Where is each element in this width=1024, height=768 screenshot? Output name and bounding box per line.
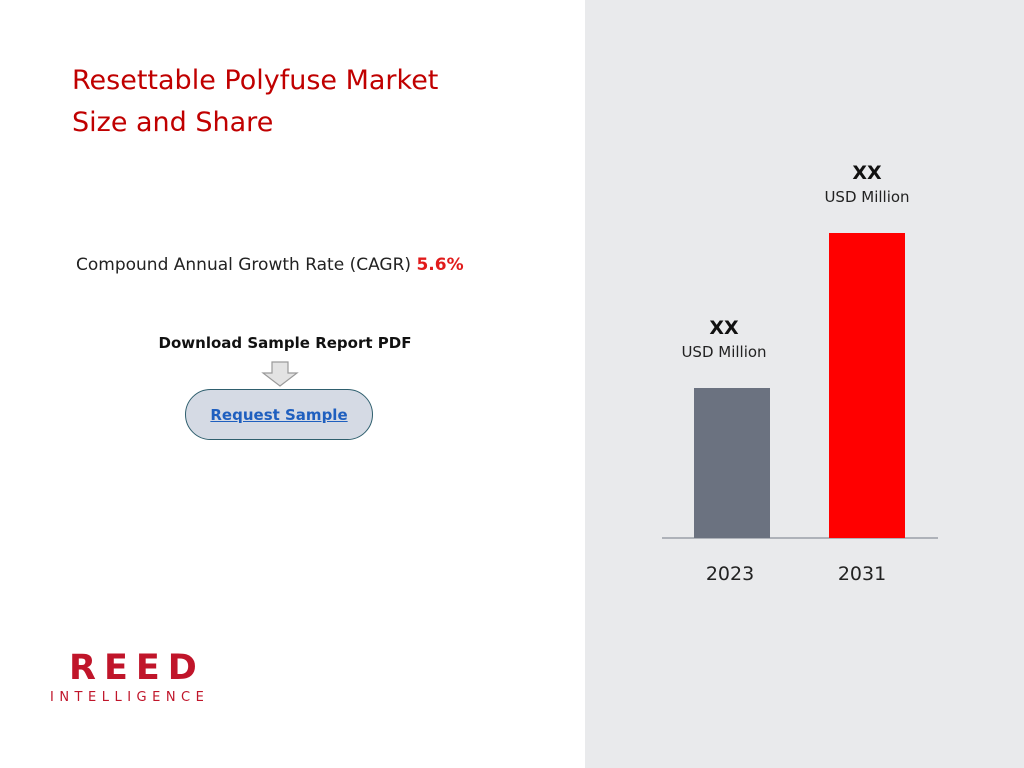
logo-sub-text: INTELLIGENCE (50, 690, 210, 705)
bar-value-label-2031: XX (852, 162, 882, 184)
bar-value-label-2023: XX (709, 317, 739, 339)
cagr-statement: Compound Annual Growth Rate (CAGR) 5.6% (76, 255, 464, 275)
bar-unit-label-2023: USD Million (681, 343, 767, 361)
download-label: Download Sample Report PDF (158, 334, 412, 352)
page-title: Resettable Polyfuse Market Size and Shar… (72, 60, 532, 144)
page-title-line-2: Size and Share (72, 107, 274, 138)
bar-2023 (694, 388, 770, 538)
arrow-down-icon (261, 361, 299, 387)
x-tick-label-2031: 2031 (837, 563, 887, 585)
bar-unit-label-2031: USD Million (824, 188, 910, 206)
request-sample-button[interactable]: Request Sample (185, 389, 373, 440)
request-sample-link[interactable]: Request Sample (210, 405, 348, 424)
bar-2031 (829, 233, 905, 538)
bar-label-2023: XX USD Million (654, 316, 794, 364)
bar-label-2031: XX USD Million (797, 161, 937, 209)
cagr-label: Compound Annual Growth Rate (CAGR) (76, 255, 412, 275)
page-title-line-1: Resettable Polyfuse Market (72, 65, 439, 96)
logo-main-text: REED (69, 648, 205, 688)
cagr-value: 5.6% (416, 255, 464, 275)
chart-panel (585, 0, 1024, 768)
reed-intelligence-logo: REED INTELLIGENCE (50, 650, 220, 705)
x-tick-label-2023: 2023 (705, 563, 755, 585)
